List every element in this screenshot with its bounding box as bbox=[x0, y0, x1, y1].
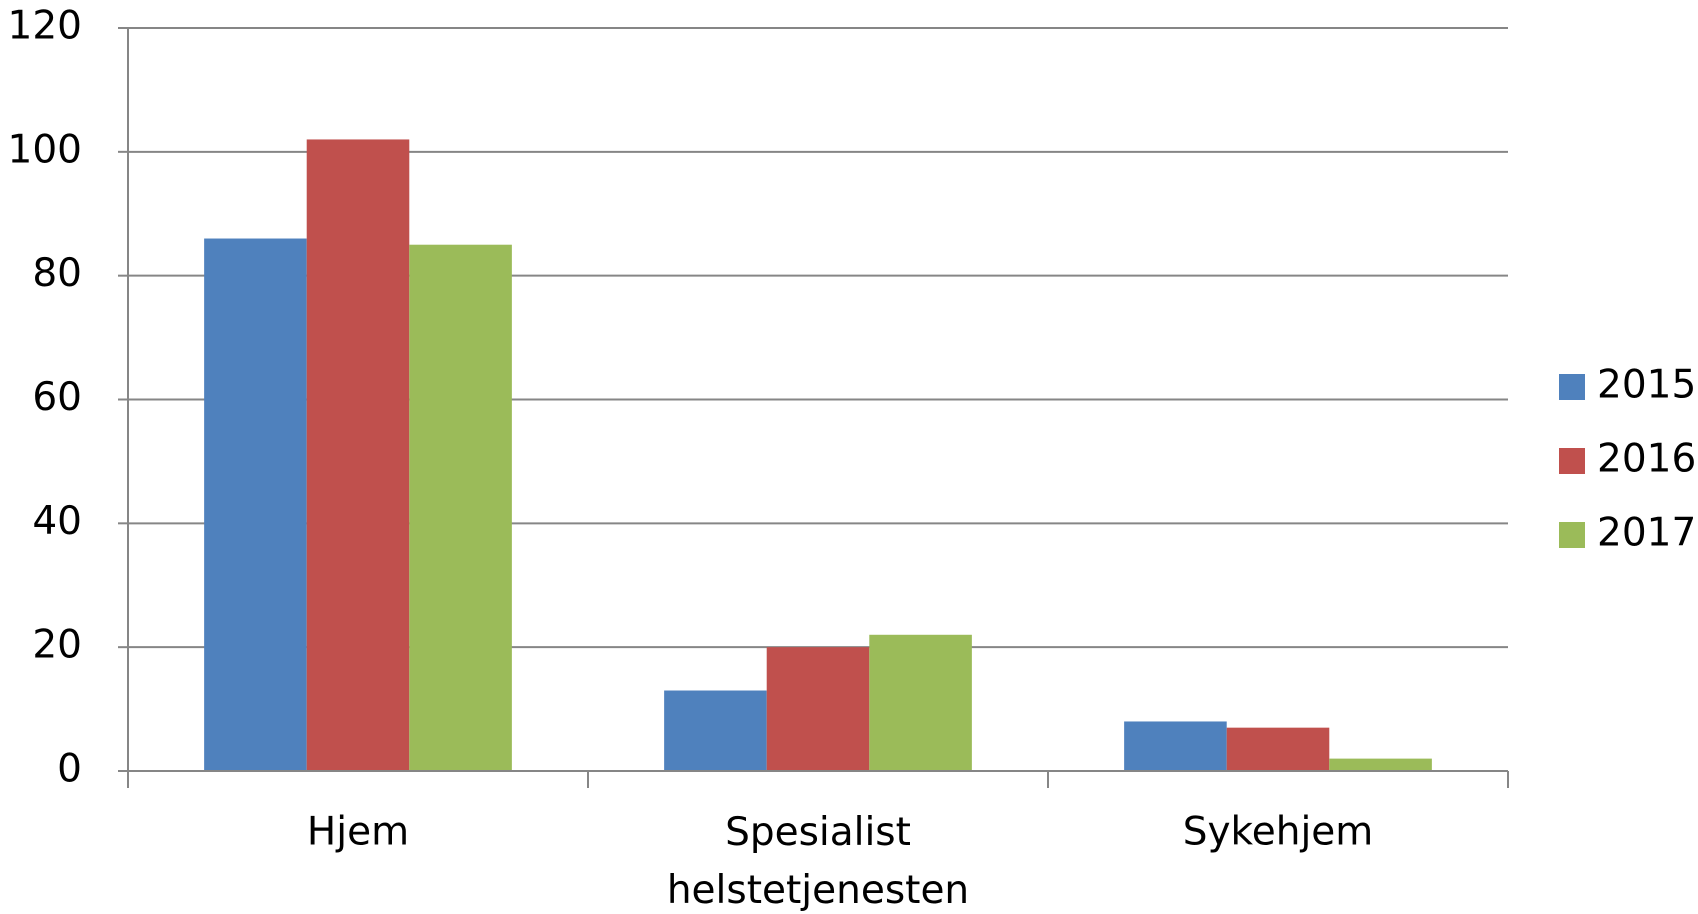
y-tick-label: 0 bbox=[57, 747, 82, 792]
x-tick-label-line: helstetjenesten bbox=[667, 868, 969, 913]
bar bbox=[409, 244, 512, 772]
bar bbox=[204, 238, 307, 771]
y-tick-label: 40 bbox=[32, 499, 82, 544]
legend-label: 2015 bbox=[1597, 363, 1696, 408]
bar bbox=[1226, 727, 1330, 771]
x-tick-label: Spesialist helstetjenesten bbox=[667, 810, 969, 913]
y-tick-label: 100 bbox=[8, 127, 82, 172]
bar bbox=[306, 139, 410, 771]
y-tick-label: 120 bbox=[8, 4, 82, 49]
y-tick-label: 80 bbox=[32, 251, 82, 296]
legend-label: 2016 bbox=[1597, 437, 1696, 482]
x-tick-label: Hjem bbox=[307, 810, 409, 855]
legend-label: 2017 bbox=[1597, 511, 1696, 556]
legend-swatch bbox=[1559, 448, 1585, 474]
legend-swatch bbox=[1559, 374, 1585, 400]
bar bbox=[664, 690, 767, 771]
bar bbox=[1329, 758, 1432, 771]
bar bbox=[1124, 721, 1227, 771]
y-tick-label: 20 bbox=[32, 623, 82, 668]
x-tick-label-line: Spesialist bbox=[725, 810, 911, 855]
y-tick-label: 60 bbox=[32, 375, 82, 420]
bar bbox=[869, 634, 972, 771]
legend-swatch bbox=[1559, 522, 1585, 548]
bar bbox=[766, 647, 870, 771]
x-tick-label: Sykehjem bbox=[1183, 810, 1374, 855]
